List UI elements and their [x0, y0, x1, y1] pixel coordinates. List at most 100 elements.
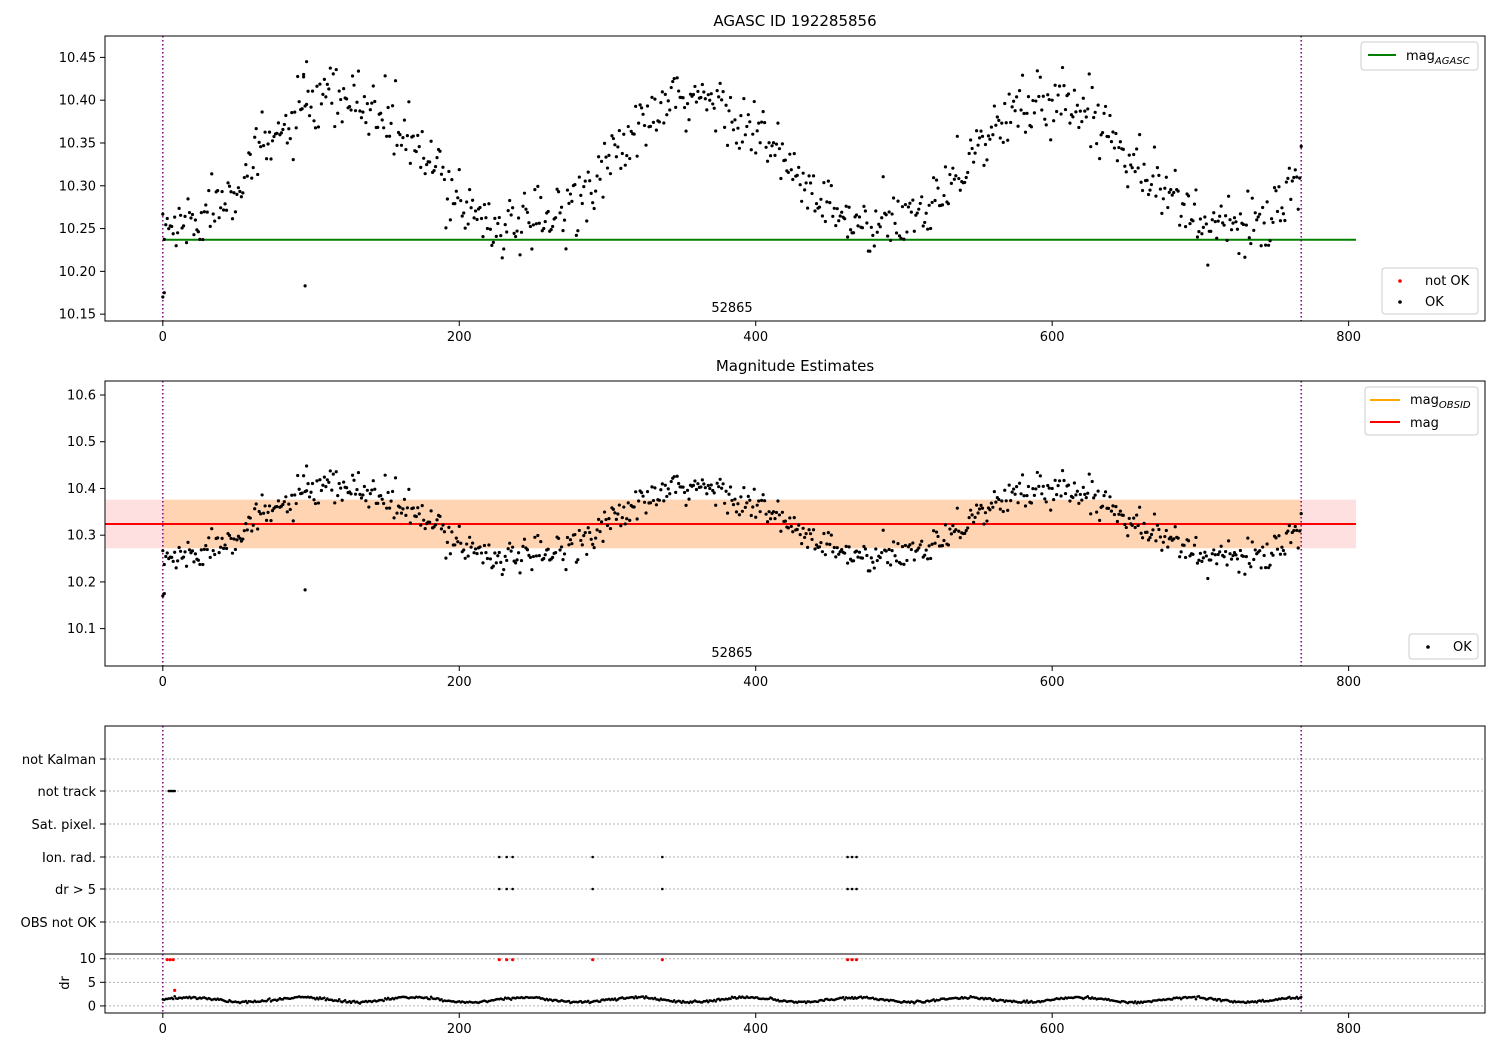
dr-point	[1193, 995, 1196, 999]
ok-point	[760, 498, 764, 503]
ok-point	[1109, 140, 1114, 144]
ok-point	[1178, 223, 1182, 227]
legend-mag-agasc-label: magAGASC	[1406, 49, 1470, 67]
ok-point	[863, 547, 868, 551]
ok-point	[1089, 512, 1093, 516]
ok-point	[300, 107, 304, 111]
ok-point	[313, 501, 318, 506]
x-tick-label: 0	[159, 675, 167, 690]
ok-point	[881, 175, 885, 179]
ok-point	[235, 538, 239, 542]
ok-point	[565, 188, 570, 192]
ok-point	[380, 497, 384, 501]
ok-point	[398, 133, 402, 137]
ok-point	[321, 92, 325, 96]
y-tick-label: 10.40	[59, 94, 96, 109]
dr-point	[440, 997, 443, 1001]
ok-point	[478, 205, 482, 210]
ok-point	[445, 540, 450, 544]
ok-point	[325, 82, 329, 86]
ok-point	[416, 133, 420, 138]
ok-point	[1192, 202, 1197, 206]
ok-point	[900, 205, 905, 209]
ok-point	[948, 172, 952, 177]
ok-point	[361, 493, 365, 497]
ok-point	[974, 503, 979, 507]
ok-point	[302, 474, 306, 478]
ok-point	[1044, 123, 1048, 127]
ok-point	[319, 102, 324, 106]
ok-point	[608, 172, 613, 176]
ok-point	[508, 198, 512, 203]
ok-point	[327, 87, 331, 91]
ok-point	[367, 505, 371, 509]
ok-point	[620, 515, 624, 520]
ok-point	[823, 553, 827, 557]
ok-point	[267, 130, 272, 134]
ok-point	[233, 210, 238, 214]
ok-point	[161, 295, 165, 299]
ok-point	[1049, 508, 1053, 512]
ok-point	[1057, 479, 1062, 483]
ok-point	[754, 515, 758, 519]
ok-point	[926, 557, 930, 561]
dr-point	[173, 994, 176, 998]
ok-point	[1278, 552, 1283, 556]
ok-point	[909, 210, 913, 214]
ok-point	[1029, 125, 1034, 129]
ok-point	[190, 212, 195, 217]
ok-point	[316, 125, 321, 129]
ok-point	[1135, 147, 1139, 151]
ok-point	[1118, 509, 1122, 513]
ok-point	[1188, 222, 1192, 226]
dr-red-point	[660, 958, 664, 962]
ok-point	[740, 140, 744, 144]
ok-point	[390, 489, 395, 494]
ok-point	[763, 499, 767, 503]
ok-point	[798, 183, 802, 187]
ok-point	[605, 523, 610, 528]
ok-point	[724, 489, 728, 493]
ok-point	[1043, 117, 1047, 121]
ok-point	[700, 82, 704, 87]
ok-point	[313, 126, 318, 130]
ok-point	[745, 124, 749, 129]
ok-point	[1261, 205, 1265, 210]
ok-point	[736, 126, 740, 130]
ok-point	[637, 121, 641, 125]
ok-point	[506, 209, 510, 213]
ok-point	[254, 127, 258, 131]
ok-point	[208, 224, 212, 228]
ok-point	[995, 115, 999, 119]
ok-point	[911, 198, 915, 202]
ok-point	[266, 142, 270, 146]
ok-point	[797, 523, 801, 527]
ok-point	[494, 561, 498, 565]
ok-point	[711, 488, 715, 493]
ok-point	[972, 520, 976, 524]
flag-point	[497, 887, 501, 891]
ok-point	[773, 516, 777, 521]
x-tick-label: 200	[447, 675, 472, 690]
x-tick-label: 0	[159, 1022, 167, 1037]
x-tick-label: 600	[1040, 675, 1065, 690]
ok-point	[1010, 490, 1014, 494]
ok-point	[275, 131, 279, 135]
ok-point	[779, 529, 783, 533]
ok-point	[969, 138, 973, 142]
ok-point	[856, 224, 860, 228]
ok-point	[1142, 521, 1146, 526]
ok-point	[1059, 494, 1063, 498]
y-tick-label: 10.15	[59, 308, 96, 323]
ok-point	[860, 226, 865, 230]
legend-mag-label: mag	[1410, 416, 1439, 431]
ok-point	[350, 74, 355, 78]
ok-point	[985, 158, 989, 162]
legend-ok-label: OK	[1425, 295, 1444, 310]
ok-point	[321, 483, 325, 487]
ok-point	[1075, 103, 1079, 107]
ok-point	[260, 493, 264, 497]
dr-point	[598, 1000, 602, 1003]
ok-point	[891, 540, 896, 544]
